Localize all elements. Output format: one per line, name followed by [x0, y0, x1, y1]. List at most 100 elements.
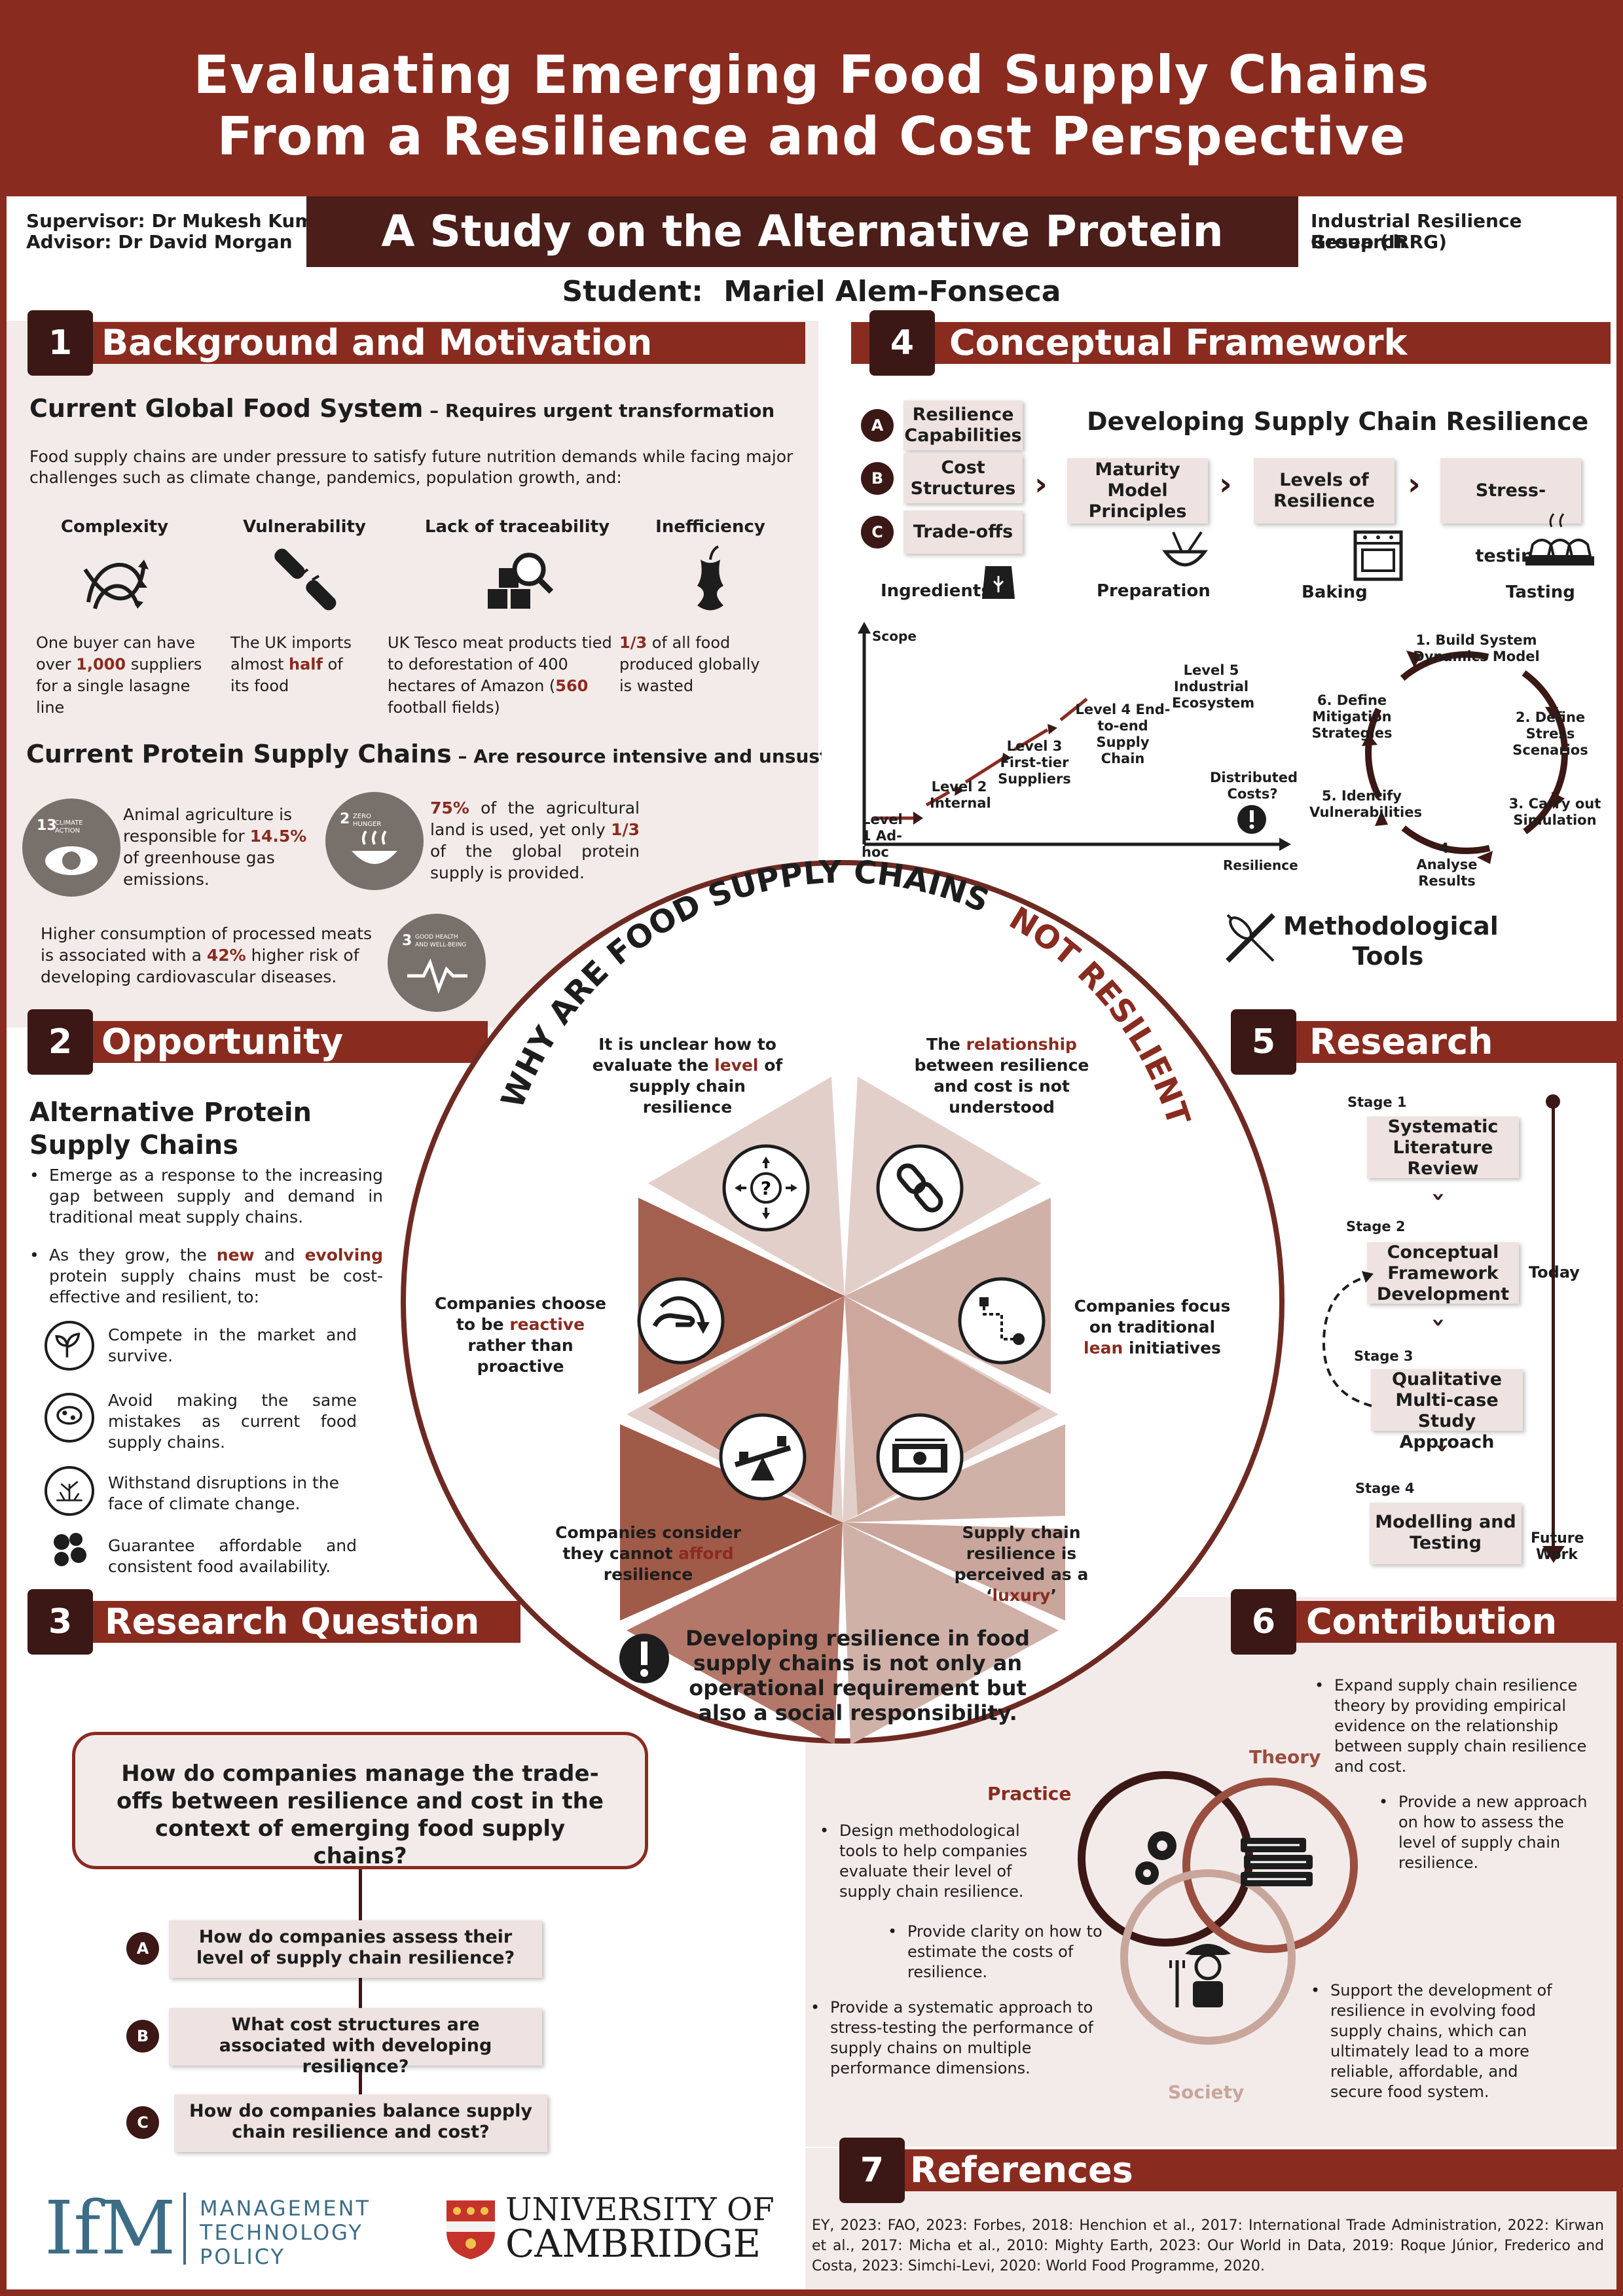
future-label: Future Work	[1531, 1530, 1584, 1563]
chain-link-icon	[876, 1144, 964, 1232]
reason-pre: The	[926, 1035, 966, 1054]
practice-bullets-2: Provide clarity on how to estimate the c…	[888, 1922, 1104, 1982]
dry-plant-icon	[45, 1466, 94, 1516]
svg-text:CLIMATE: CLIMATE	[55, 819, 83, 827]
reason-post: initiatives	[1123, 1338, 1221, 1357]
reason-pre: It is unclear how to evaluate the	[592, 1035, 776, 1075]
s1-sub2-title: Current Protein Supply Chains	[26, 740, 452, 768]
challenge-complexity-text: One buyer can have over 1,000 suppliers …	[36, 634, 202, 717]
section-6-number: 6	[1231, 1589, 1296, 1655]
cycle-step-5: 5. Identify Vulnerabilities	[1309, 788, 1422, 820]
hl-560: 560	[555, 677, 589, 695]
challenge-vulnerability-text: The UK imports almost half of its food	[230, 634, 352, 695]
s2-bullets: Emerge as a response to the increasing g…	[29, 1165, 383, 1308]
s1-sub1: Current Global Food System – Requires ur…	[29, 394, 775, 423]
challenge-vulnerability: Vulnerability	[219, 517, 390, 624]
rq-a-letter: A	[126, 1932, 159, 1965]
section-3-header: Research Question	[29, 1601, 520, 1643]
s1-sub2: Current Protein Supply Chains – Are reso…	[26, 740, 904, 768]
section-4-number: 4	[869, 310, 935, 376]
rq-b-letter: B	[126, 2020, 159, 2053]
society-bullet: Support the development of resilience in…	[1311, 1981, 1553, 2102]
cycle-step-3: 3. Carry out Simulation	[1508, 796, 1601, 828]
practice-bullet-1: Design methodological tools to help comp…	[820, 1821, 1042, 1902]
stress-test-cycle	[1362, 651, 1568, 864]
s2-item-2: Avoid making the same mistakes as curren…	[108, 1391, 357, 1452]
reason-lean: Companies focus on traditional lean init…	[1067, 1296, 1237, 1359]
reason-hl: level	[714, 1056, 759, 1075]
hl-evolving: evolving	[304, 1246, 383, 1265]
s1-sub1-tag: – Requires urgent transformation	[423, 400, 775, 422]
stage-3: Qualitative Multi-case Study Approach	[1371, 1369, 1523, 1452]
challenge-complexity: Complexity	[29, 517, 200, 624]
reason-pre: Companies focus on traditional	[1074, 1297, 1231, 1336]
practice-bullet-3: Provide a systematic approach to stress-…	[811, 1998, 1105, 2079]
stage-1: Systematic Literature Review	[1367, 1117, 1519, 1179]
mixing-bowl-icon	[1161, 531, 1209, 567]
section-7-title: References	[910, 2149, 1133, 2191]
s2-item-4: Guarantee affordable and consistent food…	[108, 1536, 357, 1576]
section-6-title: Contribution	[1306, 1601, 1558, 1642]
section-1-title: Background and Motivation	[101, 322, 653, 363]
level-2: Level 2 Internal	[930, 779, 991, 811]
main-research-question: How do companies manage the trade-offs b…	[72, 1732, 648, 1869]
money-icon	[876, 1413, 964, 1501]
sdg-2-icon: 2 ZERO HUNGER	[325, 792, 424, 890]
challenge-traceability-text: UK Tesco meat products tied to deforesta…	[388, 634, 612, 717]
step-levels: Levels of Resilience	[1254, 458, 1395, 524]
reason-post: resilience	[603, 1565, 693, 1584]
ifm-tagline: MANAGEMENT TECHNOLOGY POLICY	[200, 2197, 371, 2269]
s2-sub-title: Alternative Protein Supply Chains	[29, 1098, 312, 1160]
level-4: Level 4 End-to-end Supply Chain	[1075, 702, 1171, 766]
reason-pre: Companies consider they cannot	[555, 1523, 741, 1563]
reason-reactive: Companies choose to be reactive rather t…	[426, 1293, 615, 1377]
flour-bag-icon	[982, 566, 1015, 599]
reason-post: between resilience and cost is not under…	[914, 1056, 1089, 1117]
chevron-down-icon: ›	[1429, 1443, 1456, 1453]
hl-14-5: 14.5%	[249, 827, 307, 846]
stage-4: Modelling and Testing	[1370, 1503, 1522, 1564]
reason-level: It is unclear how to evaluate the level …	[589, 1034, 786, 1118]
tangled-arrows-icon	[83, 560, 149, 609]
question-connector	[359, 1869, 362, 2131]
group-line-2: Group (IRRG)	[1311, 231, 1447, 253]
section-2-number: 2	[27, 1009, 93, 1075]
input-c-letter: C	[861, 516, 894, 548]
broken-chain-icon	[274, 548, 337, 611]
s2-item-1: Compete in the market and survive.	[108, 1325, 357, 1365]
practice-bullet-2: Provide clarity on how to estimate the c…	[888, 1922, 1104, 1982]
fact-emissions: Animal agriculture is responsible for 14…	[123, 805, 307, 889]
hl-42: 42%	[206, 946, 246, 965]
input-resilience-capabilities: Resilience Capabilities	[903, 401, 1023, 450]
hl-new: new	[216, 1246, 255, 1265]
reason-hl: afford	[678, 1544, 734, 1563]
group-line-1: Industrial Resilience Research	[1311, 210, 1522, 253]
svg-text:AND WELL-BEING: AND WELL-BEING	[415, 942, 466, 948]
sprout-icon	[45, 1321, 94, 1371]
chevron-down-icon: ›	[1425, 1318, 1452, 1327]
oven-icon	[1353, 530, 1403, 581]
feedback-loop-arrow	[1322, 1271, 1374, 1407]
title-banner: Evaluating Emerging Food Supply Chains F…	[0, 0, 1623, 196]
hl-one-third: 1/3	[611, 820, 640, 839]
reason-hl: luxury	[992, 1586, 1051, 1605]
reason-afford: Companies consider they cannot afford re…	[550, 1522, 746, 1585]
stage-1-label: Stage 1	[1347, 1094, 1407, 1110]
timeline-dot	[1546, 1094, 1560, 1109]
reason-relationship: The relationship between resilience and …	[903, 1034, 1100, 1118]
svg-text:?: ?	[761, 1177, 771, 1199]
peas-icon	[45, 1525, 94, 1575]
axis-scope: Scope	[872, 628, 917, 644]
rq-b: What cost structures are associated with…	[169, 2008, 542, 2077]
challenge-traceability: Lack of traceability	[396, 517, 638, 624]
whisk-rolling-pin-icon	[1226, 913, 1275, 963]
section-5-number: 5	[1231, 1009, 1296, 1075]
challenge-name: Complexity	[60, 517, 169, 537]
reason-hl: reactive	[509, 1315, 585, 1334]
challenge-name: Vulnerability	[243, 517, 366, 537]
section-2-header: Opportunity	[29, 1021, 488, 1063]
sdg-13-icon: 13 CLIMATE ACTION	[22, 798, 120, 897]
s1-sub1-title: Current Global Food System	[29, 394, 424, 423]
fact-land: 75% of the agricultural land is used, ye…	[430, 798, 640, 882]
theory-bullet-1: Expand supply chain resilience theory by…	[1315, 1676, 1603, 1777]
